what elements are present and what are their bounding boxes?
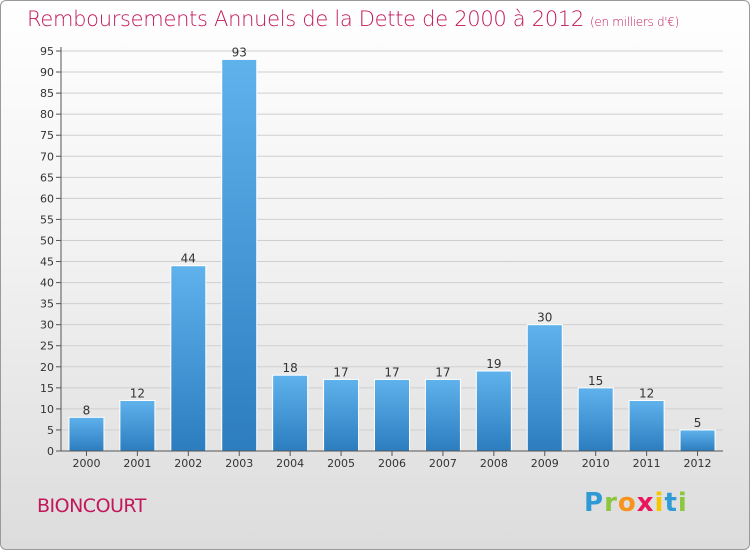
- y-tick-label: 55: [40, 213, 54, 226]
- bar-value-label: 17: [384, 365, 399, 379]
- y-tick-label: 70: [40, 150, 54, 163]
- bar-value-label: 15: [588, 374, 603, 388]
- y-tick-label: 25: [40, 340, 54, 353]
- x-tick-label: 2010: [582, 457, 610, 470]
- bar-value-label: 18: [283, 361, 298, 375]
- y-tick-label: 75: [40, 129, 54, 142]
- y-tick-label: 80: [40, 108, 54, 121]
- x-tick-label: 2005: [327, 457, 355, 470]
- x-axis: 2000 2001 2002 2003 2004 2005 2006 2007 2008 2009…: [61, 450, 723, 470]
- bars: 8 12 44 93 18 17 17 17 19 30 15 12 5: [68, 45, 716, 452]
- y-tick-label: 65: [40, 171, 54, 184]
- bar-2012: [679, 429, 716, 452]
- y-tick-label: 45: [40, 256, 54, 269]
- y-tick-label: 90: [40, 66, 54, 79]
- bar-2007: [424, 378, 461, 452]
- chart-title-text: Remboursements Annuels de la Dette de 20…: [27, 7, 584, 31]
- bar-2010: [577, 387, 614, 452]
- x-tick-label: 2002: [174, 457, 202, 470]
- bar-value-label: 12: [639, 386, 654, 400]
- y-tick-label: 35: [40, 298, 54, 311]
- bar-2004: [272, 374, 309, 452]
- x-tick-label: 2003: [225, 457, 253, 470]
- y-tick-label: 0: [47, 445, 54, 458]
- x-tick-label: 2006: [378, 457, 406, 470]
- bar-value-label: 93: [232, 45, 247, 59]
- x-tick-label: 2000: [72, 457, 100, 470]
- x-tick-label: 2001: [123, 457, 151, 470]
- y-tick-label: 95: [40, 45, 54, 58]
- bar-value-label: 17: [435, 365, 450, 379]
- bar-value-label: 17: [333, 365, 348, 379]
- bar-value-label: 19: [486, 357, 501, 371]
- bar-2003: [221, 58, 258, 452]
- y-tick-label: 10: [40, 403, 54, 416]
- x-tick-label: 2012: [684, 457, 712, 470]
- y-tick-label: 85: [40, 87, 54, 100]
- y-axis: 0 5 10 15 20 25 30 35 40 45 50 55 60 65 70 75 80 85 90 95: [40, 45, 62, 458]
- bar-2006: [374, 378, 410, 452]
- y-tick-label: 5: [47, 424, 54, 437]
- x-tick-label: 2008: [480, 457, 508, 470]
- commune-name: BIONCOURT: [37, 495, 146, 517]
- y-tick-label: 50: [40, 234, 54, 247]
- bar-2001: [119, 399, 156, 452]
- bar-2000: [68, 416, 105, 452]
- y-tick-label: 20: [40, 361, 54, 374]
- bar-value-label: 44: [181, 252, 196, 266]
- x-tick-label: 2004: [276, 457, 304, 470]
- y-tick-label: 60: [40, 192, 54, 205]
- y-tick-label: 40: [40, 277, 54, 290]
- y-tick-label: 15: [40, 382, 54, 395]
- y-tick-label: 30: [40, 319, 54, 332]
- bar-2009: [526, 324, 563, 452]
- bar-2011: [628, 399, 665, 452]
- proxiti-logo: Proxiti: [584, 488, 688, 518]
- chart-subtitle: (en milliers d'€): [590, 15, 680, 29]
- bar-2008: [475, 370, 512, 452]
- chart-title: Remboursements Annuels de la Dette de 20…: [27, 7, 679, 31]
- x-tick-label: 2007: [429, 457, 457, 470]
- bar-value-label: 30: [537, 311, 552, 325]
- x-tick-label: 2009: [531, 457, 559, 470]
- bar-value-label: 8: [83, 403, 91, 417]
- bar-value-label: 12: [130, 386, 145, 400]
- bar-2005: [323, 378, 360, 452]
- x-tick-label: 2011: [633, 457, 661, 470]
- bar-value-label: 5: [694, 416, 702, 430]
- bar-2002: [170, 265, 207, 452]
